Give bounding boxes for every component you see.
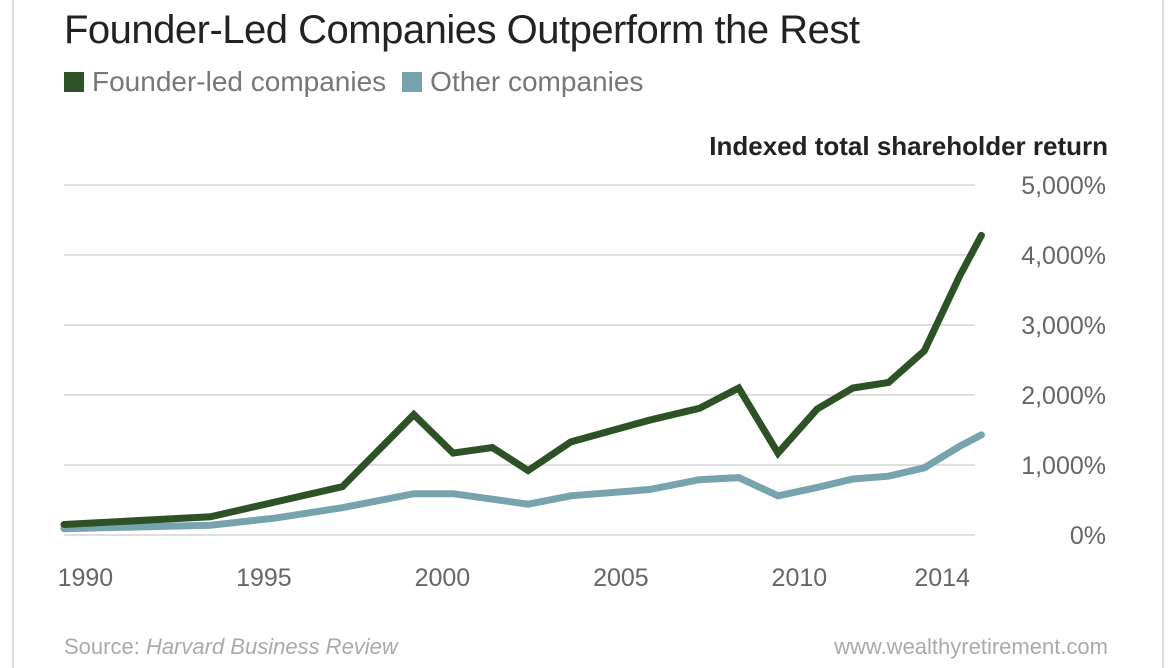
y-tick-label: 0% xyxy=(1070,522,1106,550)
x-tick-label: 2000 xyxy=(415,564,471,592)
x-tick-label: 1995 xyxy=(236,564,292,592)
series-lines xyxy=(64,235,981,528)
x-tick-label: 2014 xyxy=(914,564,970,592)
source-name: Harvard Business Review xyxy=(146,634,398,659)
x-tick-label: 2005 xyxy=(593,564,649,592)
x-tick-label: 1990 xyxy=(58,564,114,592)
x-tick-labels: 1990 1995 2000 2005 2010 2014 xyxy=(58,564,970,592)
website-credit: www.wealthyretirement.com xyxy=(834,634,1108,660)
source-note: Source: Harvard Business Review xyxy=(64,634,398,660)
source-prefix: Source: xyxy=(64,634,146,659)
y-tick-label: 5,000% xyxy=(1021,172,1106,200)
y-tick-label: 3,000% xyxy=(1021,312,1106,340)
y-tick-label: 1,000% xyxy=(1021,452,1106,480)
y-tick-label: 2,000% xyxy=(1021,382,1106,410)
x-tick-label: 2010 xyxy=(772,564,828,592)
y-tick-label: 4,000% xyxy=(1021,242,1106,270)
y-tick-labels: 0% 1,000% 2,000% 3,000% 4,000% 5,000% xyxy=(1021,172,1106,550)
